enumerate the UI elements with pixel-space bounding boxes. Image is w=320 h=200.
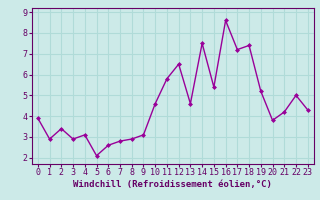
X-axis label: Windchill (Refroidissement éolien,°C): Windchill (Refroidissement éolien,°C)	[73, 180, 272, 189]
